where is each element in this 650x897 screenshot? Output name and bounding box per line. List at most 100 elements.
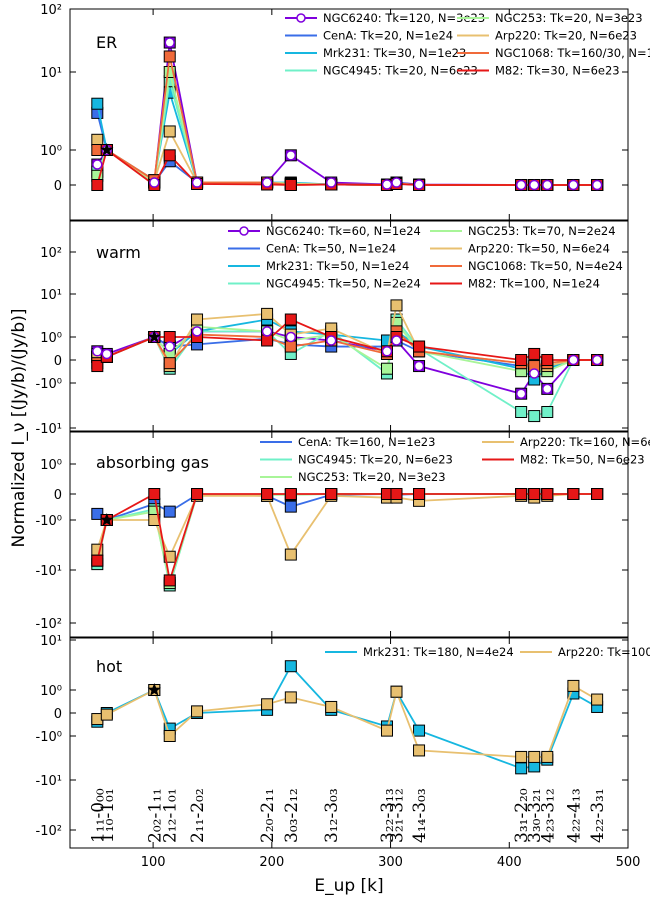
legend-label: NGC253: Tk=20, N=3e23 xyxy=(495,11,643,25)
data-point xyxy=(91,507,104,520)
x-tick-label: 400 xyxy=(497,855,522,870)
series-line xyxy=(96,684,598,758)
legend-label: Mrk231: Tk=180, N=4e24 xyxy=(363,645,514,659)
data-point xyxy=(284,179,297,191)
open-point xyxy=(149,177,160,188)
open-point xyxy=(191,326,203,337)
data-point xyxy=(528,410,541,423)
series-line xyxy=(96,148,598,187)
data-point xyxy=(325,700,338,713)
legend-label: NGC253: Tk=70, N=2e24 xyxy=(468,224,616,238)
open-point xyxy=(285,150,297,161)
transition-label: 2₀₂-1₁₁ xyxy=(145,788,165,843)
legend-label: NGC6240: Tk=120, N=3e23 xyxy=(323,11,485,25)
y-tick-label: -10¹ xyxy=(36,422,62,437)
legend-label: CenA: Tk=20, N=1e24 xyxy=(323,29,453,43)
data-point xyxy=(191,313,204,326)
transition-label: 3₃₀-3₂₁ xyxy=(525,788,545,843)
legend-label: Arp220: Tk=100, N=8e24 xyxy=(558,645,650,659)
open-point xyxy=(591,354,603,366)
data-point xyxy=(163,574,176,587)
x-axis-label: E_up [k] xyxy=(314,876,383,896)
data-point xyxy=(163,331,176,343)
y-tick-label: 0 xyxy=(54,179,62,194)
panel-title: warm xyxy=(96,243,141,262)
data-point xyxy=(515,354,528,366)
data-point xyxy=(163,66,176,78)
panel-title: hot xyxy=(96,657,122,676)
y-tick-label: 10⁰ xyxy=(40,684,62,699)
legend-label: M82: Tk=30, N=6e23 xyxy=(495,64,620,78)
data-point xyxy=(390,299,403,312)
data-point xyxy=(413,724,426,737)
open-point xyxy=(164,37,175,48)
data-point xyxy=(163,730,176,742)
open-point xyxy=(101,348,113,360)
data-point xyxy=(284,488,297,500)
normalization-star xyxy=(147,330,161,343)
legend-label: Mrk231: Tk=30, N=1e23 xyxy=(323,46,466,60)
transition-label: 2₁₂-1₀₁ xyxy=(161,788,181,843)
y-tick-label: 10² xyxy=(40,246,62,261)
transition-label: 3₁₂-3₀₃ xyxy=(322,788,342,843)
data-point xyxy=(191,705,204,718)
data-point xyxy=(284,500,297,513)
data-point xyxy=(191,488,204,500)
series-line xyxy=(96,329,598,367)
data-point xyxy=(284,691,297,704)
data-point xyxy=(541,405,554,418)
panel-absorbing-gas: 10⁰ 0 -10⁰ -10¹ -10² absorbing gas CenA: Tk=16… xyxy=(36,431,650,638)
normalization-star xyxy=(147,683,161,696)
x-tick-label: 200 xyxy=(259,855,284,870)
series-line xyxy=(96,493,598,560)
open-point xyxy=(542,383,553,395)
open-point xyxy=(542,179,553,191)
series-line xyxy=(97,320,598,373)
data-point xyxy=(515,750,528,763)
data-point xyxy=(390,685,403,698)
open-point xyxy=(381,346,393,357)
y-tick-label: -10⁰ xyxy=(36,730,62,745)
data-point xyxy=(261,488,274,500)
data-point xyxy=(284,313,297,326)
open-point xyxy=(381,179,393,190)
y-tick-label: 10⁰ xyxy=(40,144,62,159)
legend-label: NGC4945: Tk=20, N=6e23 xyxy=(323,64,478,78)
panel-frame xyxy=(69,8,629,221)
data-point xyxy=(163,125,176,138)
legend-label: NGC253: Tk=20, N=3e23 xyxy=(298,470,446,484)
data-point xyxy=(567,679,580,692)
data-point xyxy=(380,724,393,737)
data-point xyxy=(91,179,104,191)
data-point xyxy=(528,488,541,500)
panel-warm: 10² 10¹ 10⁰ 0 -10⁰ -10¹ warm NGC6240: Tk=60, N=… xyxy=(36,220,629,437)
legend-label: Mrk231: Tk=50, N=1e24 xyxy=(266,259,409,273)
y-tick-label: 10⁰ xyxy=(40,331,62,346)
transition-label: 3₂₁-3₁₂ xyxy=(387,788,407,843)
y-tick-label: -10⁰ xyxy=(36,377,62,392)
open-point xyxy=(528,368,540,379)
normalization-star xyxy=(100,143,114,156)
data-point xyxy=(591,488,604,500)
open-point xyxy=(261,326,273,337)
series-line xyxy=(96,92,598,186)
data-point xyxy=(380,362,393,375)
y-tick-label: 10¹ xyxy=(40,288,62,303)
open-point xyxy=(391,335,402,346)
transition-label: 4₂₂-4₁₃ xyxy=(564,788,584,843)
x-tick-label: 500 xyxy=(616,855,641,870)
data-point xyxy=(163,149,176,162)
data-point xyxy=(390,488,403,500)
y-tick-label: -10² xyxy=(36,824,62,839)
data-point xyxy=(528,347,541,360)
open-point xyxy=(92,346,103,357)
panel-title: absorbing gas xyxy=(96,453,209,472)
open-point xyxy=(515,179,527,191)
panel-frame xyxy=(69,637,629,849)
panel-hot: 10¹ 10⁰ 0 -10⁰ -10¹ -10² hot Mrk231: Tk=180, N=… xyxy=(36,634,650,849)
open-point xyxy=(261,177,273,188)
data-point xyxy=(541,354,554,366)
data-point xyxy=(163,50,176,63)
transition-label: 3₂₂-3₁₃ xyxy=(378,788,398,843)
